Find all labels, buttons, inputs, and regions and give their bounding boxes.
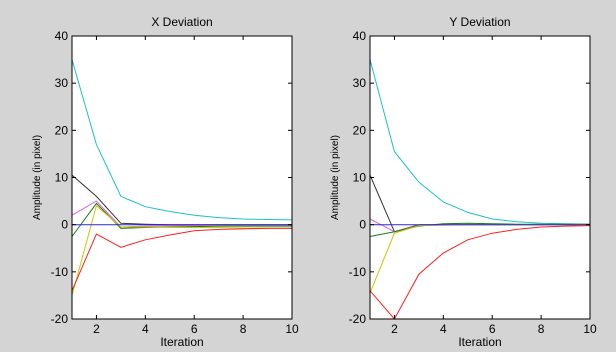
chart-2: -20 -10 0 10 20 30 40 2 4 6 8 10 Y Deviation Iteratio… bbox=[330, 15, 597, 349]
plot-area bbox=[72, 36, 292, 319]
x-tick-label: 8 bbox=[240, 322, 247, 336]
y-tick-label: 30 bbox=[353, 76, 367, 90]
y-tick-label: 10 bbox=[55, 171, 69, 185]
y-tick-label: 0 bbox=[359, 218, 366, 232]
y-tick-label: 20 bbox=[353, 123, 367, 137]
y-tick-label: 10 bbox=[353, 171, 367, 185]
series-line-7 bbox=[369, 225, 591, 320]
series-line-5 bbox=[71, 204, 292, 296]
x-tick-label: 10 bbox=[285, 322, 299, 336]
x-tick-label: 6 bbox=[191, 322, 198, 336]
x-tick-label: 4 bbox=[142, 322, 149, 336]
x-tick-label: 10 bbox=[583, 322, 597, 336]
series-line-1 bbox=[369, 59, 591, 225]
y-tick-label: 20 bbox=[55, 123, 69, 137]
x-tick-label: 6 bbox=[489, 322, 496, 336]
x-axis-label: Iteration bbox=[160, 335, 203, 349]
x-tick-label: 8 bbox=[538, 322, 545, 336]
y-tick-label: 40 bbox=[353, 29, 367, 43]
chart-title: Y Deviation bbox=[449, 15, 510, 29]
chart-1: -20 -10 0 10 20 30 40 2 4 6 8 10 X Deviation Iteratio… bbox=[32, 15, 299, 349]
series-line-7 bbox=[71, 227, 292, 291]
y-axis-label: Amplitude (in pixel) bbox=[330, 135, 341, 220]
plot-area bbox=[370, 36, 590, 319]
x-tick-label: 2 bbox=[391, 322, 398, 336]
x-tick-label: 4 bbox=[440, 322, 447, 336]
y-tick-label: -20 bbox=[349, 312, 367, 326]
y-tick-label: -10 bbox=[349, 265, 367, 279]
x-tick-label: 2 bbox=[93, 322, 100, 336]
series-line-1 bbox=[71, 59, 293, 221]
chart-title: X Deviation bbox=[151, 15, 212, 29]
y-tick-label: -20 bbox=[51, 312, 69, 326]
x-axis-label: Iteration bbox=[458, 335, 501, 349]
y-tick-label: 40 bbox=[55, 29, 69, 43]
y-tick-label: 30 bbox=[55, 76, 69, 90]
y-tick-label: -10 bbox=[51, 265, 69, 279]
y-axis-label: Amplitude (in pixel) bbox=[32, 135, 43, 220]
y-tick-label: 0 bbox=[61, 218, 68, 232]
